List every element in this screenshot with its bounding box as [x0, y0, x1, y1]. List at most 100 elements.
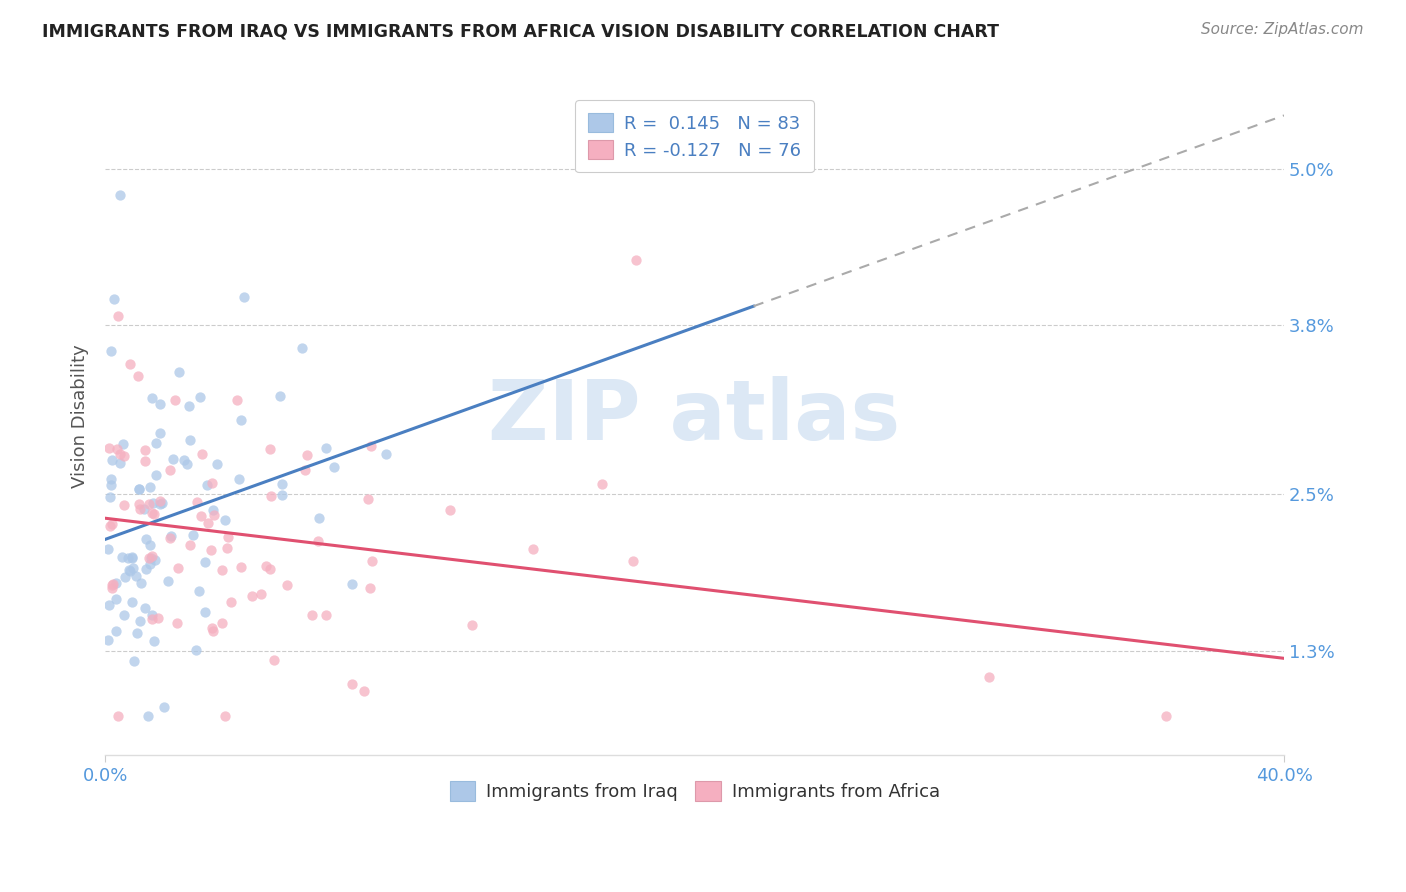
Point [201, 476, 224, 491]
Point [118, 562, 141, 576]
Point [111, 549, 134, 564]
Point [201, 621, 224, 635]
Point [117, 550, 139, 565]
Point [201, 624, 224, 639]
Point [122, 654, 145, 668]
Point [202, 503, 225, 517]
Point [375, 446, 398, 460]
Point [128, 483, 150, 497]
Y-axis label: Vision Disability: Vision Disability [72, 344, 89, 488]
Point [127, 369, 149, 384]
Point [202, 508, 225, 523]
Point [259, 442, 281, 456]
Point [145, 435, 167, 450]
Point [295, 448, 318, 462]
Point [340, 577, 363, 591]
Point [291, 341, 314, 355]
Point [179, 434, 201, 448]
Point [179, 538, 201, 552]
Point [259, 562, 281, 576]
Point [121, 551, 143, 566]
Point [118, 357, 141, 371]
Point [121, 550, 143, 565]
Point [308, 511, 330, 525]
Point [146, 611, 169, 625]
Point [169, 365, 191, 379]
Point [127, 625, 149, 640]
Point [166, 615, 188, 630]
Point [98, 441, 121, 455]
Point [129, 501, 152, 516]
Point [134, 454, 156, 468]
Point [134, 501, 156, 516]
Point [135, 532, 157, 546]
Point [107, 708, 129, 723]
Point [135, 562, 157, 576]
Point [98, 518, 121, 533]
Point [194, 605, 217, 619]
Point [219, 595, 242, 609]
Point [103, 292, 125, 306]
Point [112, 449, 135, 463]
Point [307, 534, 329, 549]
Point [139, 551, 162, 566]
Point [149, 494, 172, 508]
Point [439, 503, 461, 517]
Point [100, 344, 122, 359]
Point [163, 393, 186, 408]
Point [259, 489, 281, 503]
Point [211, 564, 233, 578]
Point [214, 513, 236, 527]
Point [979, 670, 1001, 684]
Point [138, 538, 160, 552]
Point [621, 554, 644, 568]
Point [194, 555, 217, 569]
Point [100, 473, 122, 487]
Point [359, 581, 381, 595]
Point [249, 587, 271, 601]
Point [108, 187, 131, 202]
Point [240, 589, 263, 603]
Point [176, 457, 198, 471]
Point [177, 400, 200, 414]
Point [98, 598, 121, 612]
Point [107, 309, 129, 323]
Point [101, 453, 124, 467]
Point [122, 561, 145, 575]
Point [191, 447, 214, 461]
Point [181, 527, 204, 541]
Point [353, 684, 375, 698]
Point [225, 393, 247, 408]
Point [104, 575, 127, 590]
Point [159, 531, 181, 545]
Point [114, 607, 136, 622]
Point [190, 509, 212, 524]
Point [149, 397, 172, 411]
Point [149, 497, 172, 511]
Point [138, 497, 160, 511]
Point [276, 578, 298, 592]
Point [263, 653, 285, 667]
Point [104, 591, 127, 606]
Point [108, 447, 131, 461]
Point [112, 498, 135, 512]
Point [134, 443, 156, 458]
Point [197, 477, 219, 491]
Point [294, 463, 316, 477]
Point [141, 612, 163, 626]
Point [141, 608, 163, 623]
Point [138, 557, 160, 571]
Point [188, 390, 211, 404]
Point [97, 632, 120, 647]
Point [186, 642, 208, 657]
Point [197, 516, 219, 530]
Point [214, 708, 236, 723]
Point [211, 615, 233, 630]
Point [591, 477, 613, 491]
Text: IMMIGRANTS FROM IRAQ VS IMMIGRANTS FROM AFRICA VISION DISABILITY CORRELATION CHA: IMMIGRANTS FROM IRAQ VS IMMIGRANTS FROM … [42, 22, 1000, 40]
Text: Source: ZipAtlas.com: Source: ZipAtlas.com [1201, 22, 1364, 37]
Point [159, 463, 181, 477]
Point [229, 413, 252, 427]
Point [100, 578, 122, 592]
Point [271, 488, 294, 502]
